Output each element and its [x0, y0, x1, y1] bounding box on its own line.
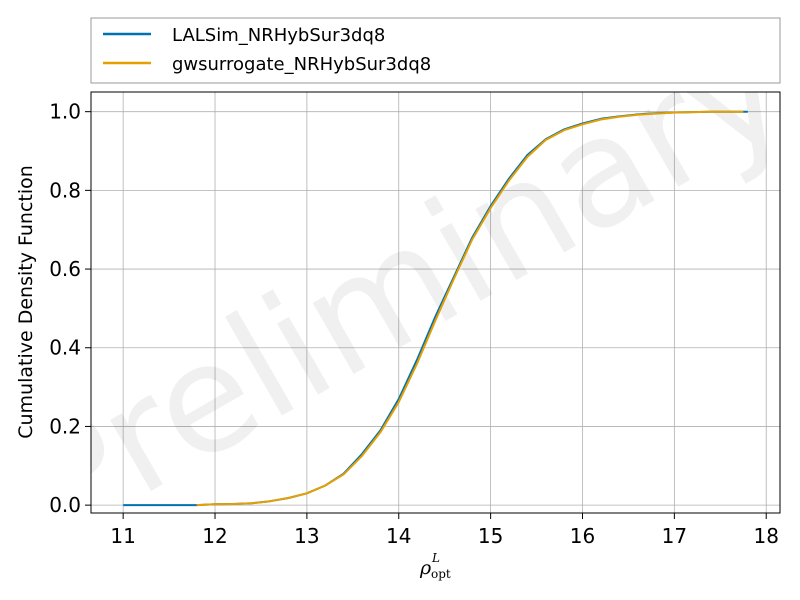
x-tick-label: 11: [110, 524, 135, 548]
series-line-gwsurrogate: [196, 110, 744, 507]
watermark-text: Preliminary: [91, 92, 780, 513]
legend-label-gwsurrogate: gwsurrogate_NRHybSur3dq8: [172, 54, 431, 75]
x-tick-label: 17: [662, 524, 687, 548]
x-tick-label: 15: [478, 524, 503, 548]
y-tick-label: 0.2: [49, 414, 81, 438]
legend: LALSim_NRHybSur3dq8 gwsurrogate_NRHybSur…: [90, 17, 781, 84]
x-tick-label: 16: [570, 524, 595, 548]
y-axis: 0.0 0.2 0.4 0.6 0.8 1.0: [49, 100, 91, 517]
x-tick-label: 18: [753, 524, 778, 548]
x-tick-label: 14: [386, 524, 411, 548]
x-axis-label-subscript: opt: [431, 567, 451, 581]
x-axis-label-superscript: L: [431, 551, 440, 565]
x-axis-label: ρ L opt: [419, 551, 451, 581]
y-tick-label: 1.0: [49, 100, 81, 124]
series-layer: [123, 110, 748, 507]
legend-label-lalsim: LALSim_NRHybSur3dq8: [172, 25, 385, 46]
y-tick-label: 0.6: [49, 257, 81, 281]
x-tick-label: 13: [294, 524, 319, 548]
x-axis-label-symbol: ρ: [419, 557, 432, 579]
y-tick-label: 0.0: [49, 493, 81, 517]
y-axis-label: Cumulative Density Function: [15, 165, 37, 439]
legend-box: [90, 17, 781, 84]
y-tick-label: 0.8: [49, 178, 81, 202]
grid: [91, 92, 780, 513]
plot-frame: [90, 91, 781, 514]
y-tick-label: 0.4: [49, 336, 81, 360]
x-tick-label: 12: [202, 524, 227, 548]
x-axis: 11 12 13 14 15 16 17 18: [110, 513, 779, 548]
